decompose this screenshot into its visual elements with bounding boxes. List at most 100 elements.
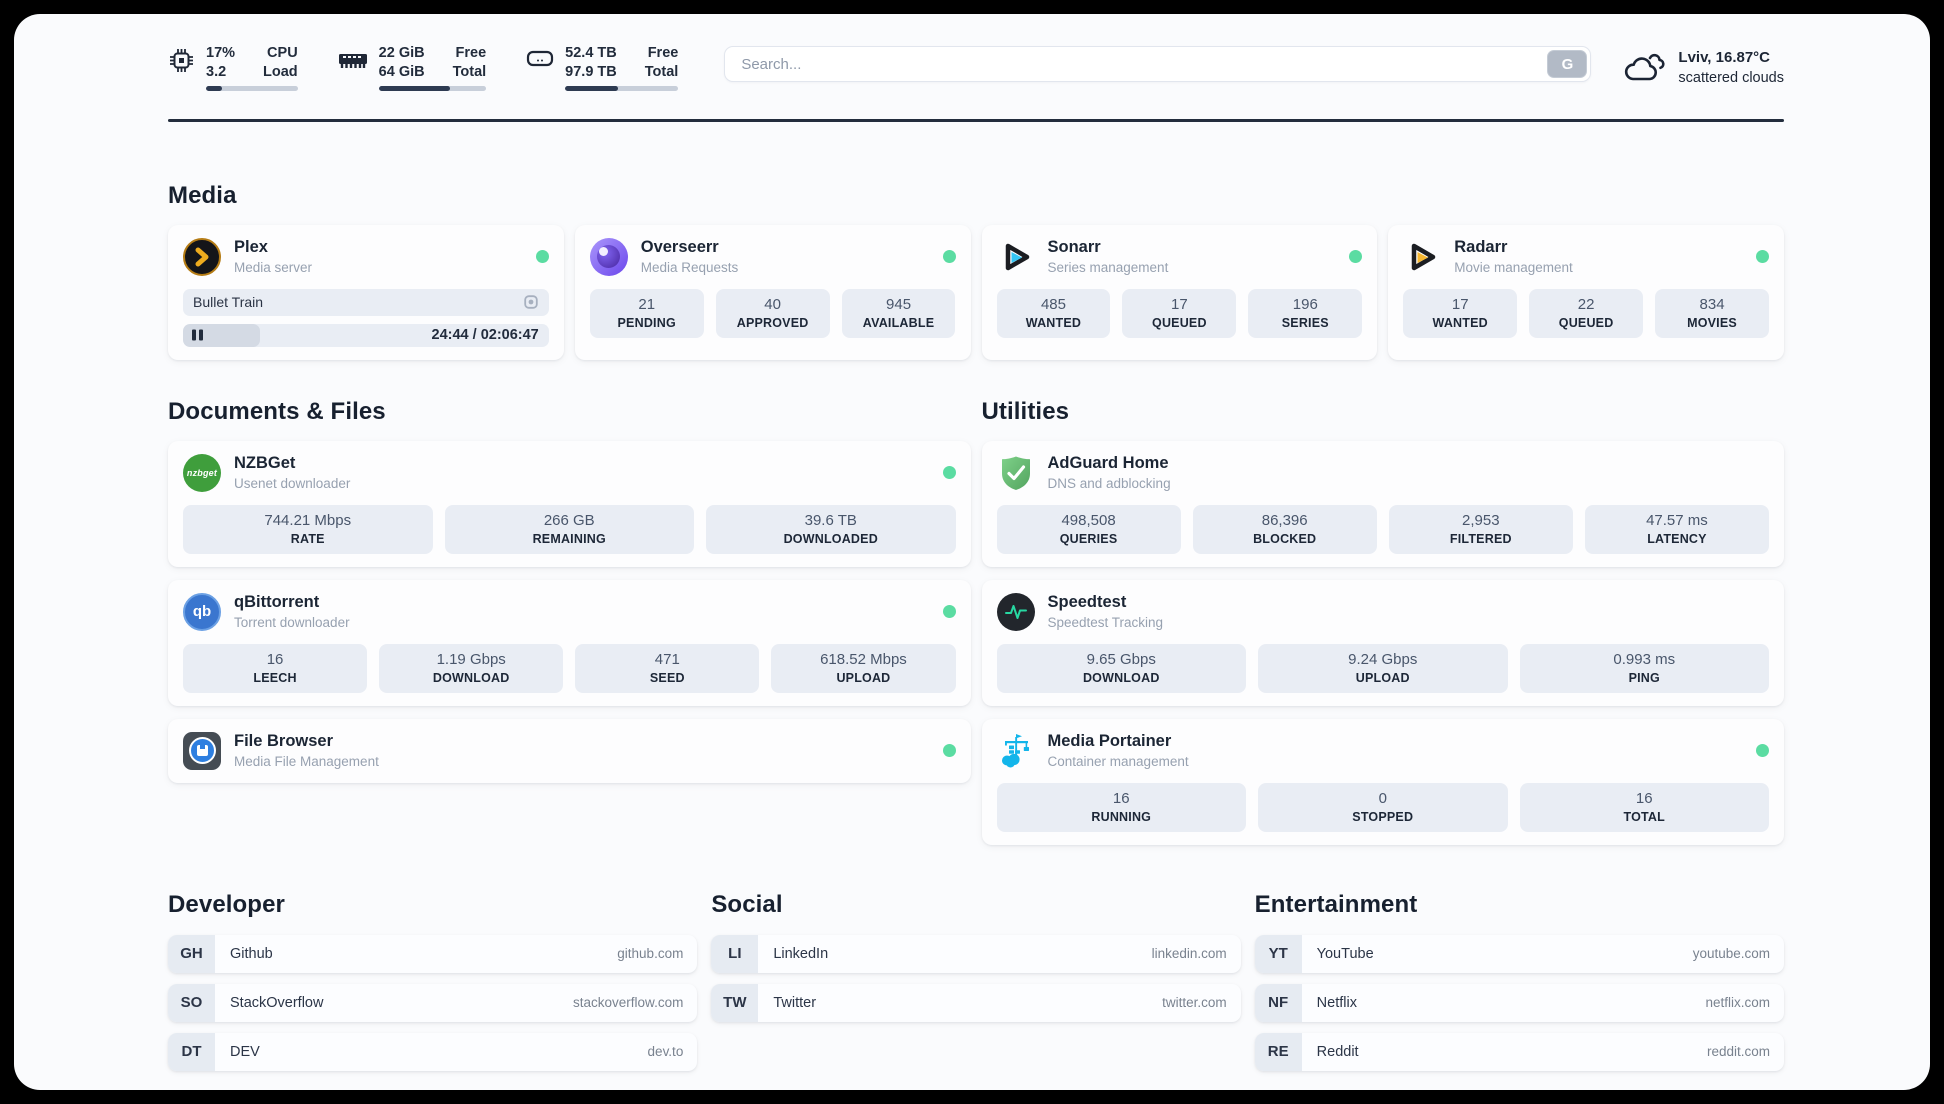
system-stats: 17% 3.2 CPU Load (168, 44, 679, 91)
bookmark-abbr: RE (1254, 1032, 1302, 1071)
bookmark-name: Reddit (1316, 1043, 1359, 1060)
bookmark-dev[interactable]: DT DEV dev.to (168, 1032, 698, 1071)
app-card-sonarr[interactable]: Sonarr Series management 485 WANTED 17 Q… (981, 224, 1378, 360)
now-playing-row: Bullet Train (183, 288, 549, 316)
section-title-social: Social (711, 890, 783, 918)
app-subtitle: Container management (1047, 754, 1189, 770)
app-title: qBittorrent (234, 593, 320, 612)
bookmark-linkedin[interactable]: LI LinkedIn linkedin.com (711, 934, 1241, 973)
app-subtitle: Series management (1047, 260, 1169, 276)
sonarr-icon (997, 238, 1035, 276)
bookmark-domain: youtube.com (1692, 946, 1770, 962)
disk-stat: 52.4 TB 97.9 TB Free Total (526, 44, 679, 91)
search-bar: G (724, 46, 1592, 82)
stat-pill: 196 SERIES (1248, 288, 1363, 338)
stat-pill: 498,508 QUERIES (996, 504, 1181, 554)
disk-free-value: 52.4 TB (565, 45, 617, 61)
stat-pill: 744.21 Mbps RATE (183, 504, 433, 554)
stat-pill: 16 LEECH (183, 643, 368, 693)
section-title-utilities: Utilities (981, 397, 1070, 425)
bookmark-name: StackOverflow (230, 994, 324, 1011)
section-title-documents: Documents & Files (168, 397, 386, 425)
app-card-nzbget[interactable]: nzbget NZBGet Usenet downloader 744.21 M… (168, 440, 971, 567)
stat-pill: 17 QUEUED (1122, 288, 1237, 338)
portainer-icon (997, 732, 1035, 770)
cpu-label: CPU (267, 45, 298, 61)
app-card-plex[interactable]: Plex Media server Bullet Train 24:44 / 0… (168, 224, 564, 360)
app-subtitle: Media File Management (234, 754, 379, 770)
bookmark-twitter[interactable]: TW Twitter twitter.com (711, 983, 1241, 1022)
bookmark-name: YouTube (1316, 945, 1374, 962)
header-divider (168, 118, 1784, 122)
bookmark-abbr: LI (711, 934, 759, 973)
weather-condition: scattered clouds (1678, 69, 1784, 86)
pause-icon (192, 329, 203, 341)
search-input[interactable] (724, 46, 1592, 82)
stat-pill: 0.993 ms PING (1519, 643, 1769, 693)
app-subtitle: Movie management (1454, 260, 1573, 276)
media-source-icon[interactable] (523, 294, 539, 310)
disk-free-label: Free (647, 45, 679, 61)
bookmarks-developer: Developer GH Github github.com SO StackO… (168, 891, 698, 1071)
bookmarks-social: Social LI LinkedIn linkedin.com TW Twitt… (711, 890, 1241, 1071)
app-card-overseerr[interactable]: Overseerr Media Requests 21 PENDING 40 A… (574, 224, 971, 360)
media-grid: Plex Media server Bullet Train 24:44 / 0… (168, 224, 1784, 360)
app-card-radarr[interactable]: Radarr Movie management 17 WANTED 22 QUE… (1388, 224, 1784, 360)
bookmark-netflix[interactable]: NF Netflix netflix.com (1254, 983, 1784, 1022)
stat-pill: 16 TOTAL (1519, 782, 1769, 832)
stat-pill: 39.6 TB DOWNLOADED (706, 504, 956, 554)
now-playing-title: Bullet Train (193, 294, 264, 311)
stat-pill: 0 STOPPED (1258, 782, 1508, 832)
ram-free-value: 22 GiB (378, 45, 425, 61)
status-dot (535, 250, 549, 264)
app-title: Speedtest (1047, 593, 1127, 612)
dashboard: 17% 3.2 CPU Load (14, 14, 1930, 1090)
app-card-adguard[interactable]: AdGuard Home DNS and adblocking 498,508 … (981, 440, 1784, 567)
adguard-icon (997, 454, 1035, 492)
stat-pill: 16 RUNNING (996, 782, 1246, 832)
disk-progress-bar (565, 86, 679, 91)
ram-total-value: 64 GiB (378, 64, 425, 81)
stat-pill: 471 SEED (575, 643, 760, 693)
stat-pill: 86,396 BLOCKED (1192, 504, 1377, 554)
app-card-qbittorrent[interactable]: qb qBittorrent Torrent downloader 16 LEE… (168, 579, 971, 706)
bookmark-domain: reddit.com (1706, 1044, 1770, 1060)
bookmark-domain: linkedin.com (1151, 946, 1227, 962)
app-card-filebrowser[interactable]: File Browser Media File Management (168, 718, 971, 783)
app-card-portainer[interactable]: Media Portainer Container management 16 … (981, 718, 1784, 845)
stat-pill: 266 GB REMAINING (444, 504, 694, 554)
app-title: Radarr (1454, 238, 1508, 257)
bookmark-abbr: GH (168, 934, 215, 973)
status-dot (1349, 250, 1363, 264)
ram-icon (338, 54, 367, 68)
bookmark-name: Netflix (1316, 994, 1357, 1011)
bookmark-name: Twitter (773, 994, 817, 1011)
bookmark-reddit[interactable]: RE Reddit reddit.com (1254, 1032, 1784, 1071)
cpu-icon (170, 49, 193, 72)
nzbget-icon: nzbget (183, 453, 221, 492)
utilities-column: Utilities (981, 397, 1784, 845)
playback-time: 24:44 / 02:06:47 (431, 327, 539, 344)
stat-pill: 21 PENDING (589, 288, 704, 338)
google-search-button[interactable]: G (1547, 50, 1588, 78)
qbittorrent-icon: qb (183, 592, 221, 631)
cloud-icon (1625, 54, 1665, 81)
app-title: Sonarr (1047, 238, 1101, 257)
disk-icon (527, 50, 554, 67)
bookmark-stackoverflow[interactable]: SO StackOverflow stackoverflow.com (168, 983, 698, 1022)
status-dot (1756, 250, 1769, 264)
status-dot (942, 250, 956, 264)
bookmark-github[interactable]: GH Github github.com (168, 934, 698, 973)
bookmark-domain: github.com (617, 946, 684, 962)
bookmark-domain: netflix.com (1705, 995, 1770, 1011)
stat-pill: 2,953 FILTERED (1388, 504, 1573, 554)
status-dot (1756, 744, 1769, 758)
plex-icon (183, 237, 221, 276)
app-subtitle: DNS and adblocking (1047, 476, 1171, 492)
app-card-speedtest[interactable]: Speedtest Speedtest Tracking 9.65 Gbps D… (981, 579, 1784, 706)
cpu-load-label: Load (263, 64, 298, 81)
memory-stat: 22 GiB 64 GiB Free Total (338, 44, 487, 91)
stat-pill: 40 APPROVED (715, 288, 830, 338)
bookmarks-entertainment: Entertainment YT YouTube youtube.com NF … (1254, 891, 1784, 1071)
bookmark-youtube[interactable]: YT YouTube youtube.com (1254, 934, 1784, 973)
